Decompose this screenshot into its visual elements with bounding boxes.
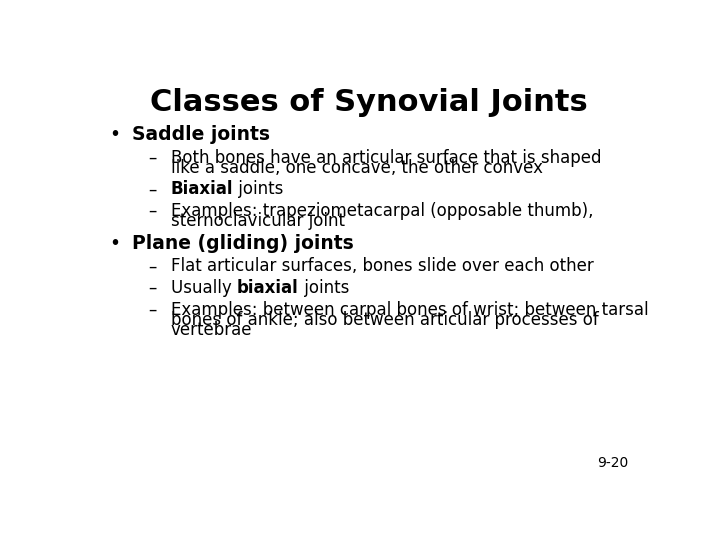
- Text: Flat articular surfaces, bones slide over each other: Flat articular surfaces, bones slide ove…: [171, 258, 594, 275]
- Text: Classes of Synovial Joints: Classes of Synovial Joints: [150, 87, 588, 117]
- Text: Both bones have an articular surface that is shaped: Both bones have an articular surface tha…: [171, 149, 601, 167]
- Text: biaxial: biaxial: [237, 279, 299, 297]
- Text: –: –: [148, 202, 157, 220]
- Text: vertebrae: vertebrae: [171, 321, 253, 339]
- Text: Examples: trapeziometacarpal (opposable thumb),: Examples: trapeziometacarpal (opposable …: [171, 202, 593, 220]
- Text: •: •: [109, 125, 121, 144]
- Text: –: –: [148, 149, 157, 167]
- Text: sternoclavicular joint: sternoclavicular joint: [171, 212, 345, 230]
- Text: Examples: between carpal bones of wrist; between tarsal: Examples: between carpal bones of wrist;…: [171, 301, 649, 319]
- Text: bones of ankle; also between articular processes of: bones of ankle; also between articular p…: [171, 310, 598, 328]
- Text: –: –: [148, 301, 157, 319]
- Text: Plane (gliding) joints: Plane (gliding) joints: [132, 234, 354, 253]
- Text: –: –: [148, 279, 157, 297]
- Text: Biaxial: Biaxial: [171, 180, 233, 198]
- Text: joints: joints: [299, 279, 349, 297]
- Text: like a saddle, one concave, the other convex: like a saddle, one concave, the other co…: [171, 159, 543, 177]
- Text: 9-20: 9-20: [597, 456, 629, 470]
- Text: –: –: [148, 258, 157, 275]
- Text: –: –: [148, 180, 157, 198]
- Text: joints: joints: [233, 180, 284, 198]
- Text: Usually: Usually: [171, 279, 237, 297]
- Text: Saddle joints: Saddle joints: [132, 125, 270, 144]
- Text: •: •: [109, 234, 121, 253]
